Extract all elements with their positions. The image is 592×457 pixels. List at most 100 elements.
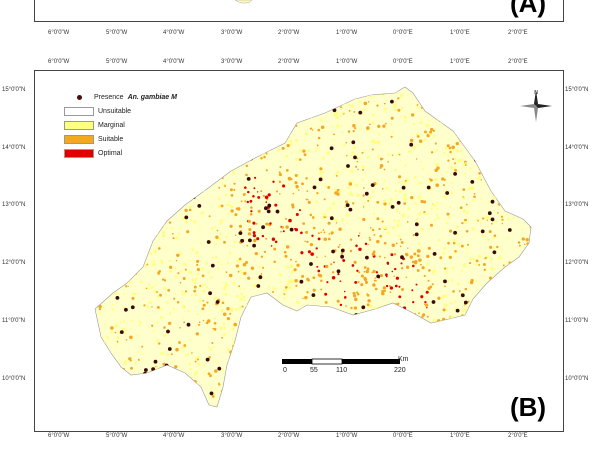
suitability-cell xyxy=(300,408,302,410)
presence-point xyxy=(154,392,159,397)
suitability-cell xyxy=(446,279,450,283)
left-lat-label: 14°0'0"N xyxy=(2,145,26,151)
suitability-cell xyxy=(215,235,219,239)
presence-point xyxy=(453,230,457,235)
suitability-cell xyxy=(410,195,414,200)
suitability-cell xyxy=(452,238,456,243)
suitability-cell xyxy=(196,259,200,263)
suitability-cell xyxy=(391,270,394,273)
suitability-cell xyxy=(195,105,199,109)
suitability-cell xyxy=(159,293,162,297)
suitability-cell xyxy=(98,160,102,164)
suitability-cell xyxy=(290,328,293,331)
suitability-cell xyxy=(397,144,400,146)
suitability-cell xyxy=(426,124,430,128)
suitability-cell xyxy=(348,182,353,186)
suitability-cell xyxy=(195,251,199,255)
suitability-cell xyxy=(462,209,467,213)
suitability-cell xyxy=(444,285,446,288)
presence-point xyxy=(167,347,172,351)
suitability-cell xyxy=(347,345,351,349)
suitability-cell xyxy=(201,274,205,278)
presence-point xyxy=(318,177,323,182)
suitability-cell xyxy=(110,330,114,334)
suitability-cell xyxy=(410,333,413,337)
suitability-cell xyxy=(436,162,439,166)
panel-a-lon-label: 4°0'0"W xyxy=(163,30,185,36)
suitability-cell xyxy=(296,92,299,95)
suitability-cell xyxy=(476,306,480,310)
suitability-cell xyxy=(282,329,285,332)
suitability-cell xyxy=(284,217,287,220)
suitability-cell xyxy=(102,365,105,368)
suitability-cell xyxy=(362,206,365,208)
suitability-cell xyxy=(265,353,268,356)
suitability-cell xyxy=(354,297,358,302)
suitability-cell xyxy=(153,249,157,254)
suitability-cell xyxy=(484,303,489,307)
suitability-cell xyxy=(475,135,478,138)
suitability-cell xyxy=(202,303,206,307)
suitability-cell xyxy=(114,363,118,367)
suitability-cell xyxy=(424,301,427,304)
suitability-cell xyxy=(230,308,234,313)
suitability-cell xyxy=(327,221,331,225)
suitability-cell xyxy=(178,108,182,112)
suitability-cell xyxy=(426,378,429,381)
suitability-cell xyxy=(139,321,142,324)
suitability-cell xyxy=(197,362,201,366)
suitability-cell xyxy=(241,345,245,348)
suitability-cell xyxy=(518,212,521,215)
suitability-cell xyxy=(508,384,511,386)
suitability-cell xyxy=(514,212,517,214)
suitability-cell xyxy=(168,259,171,263)
suitability-cell xyxy=(215,360,218,363)
suitability-cell xyxy=(112,292,115,295)
suitability-cell xyxy=(389,291,392,294)
suitability-cell xyxy=(495,304,497,306)
suitability-cell xyxy=(101,402,105,405)
suitability-cell xyxy=(421,95,423,98)
suitability-cell xyxy=(419,118,422,121)
suitability-cell xyxy=(423,303,426,305)
suitability-cell xyxy=(234,307,238,311)
suitability-cell xyxy=(447,241,450,245)
suitability-cell xyxy=(311,216,315,219)
panel-b-bottom-lon-label: 6°0'0"W xyxy=(48,433,70,439)
suitability-cell xyxy=(231,146,235,150)
suitability-cell xyxy=(230,390,234,394)
suitability-cell xyxy=(207,319,211,323)
suitability-cell xyxy=(195,181,198,184)
suitability-cell xyxy=(151,285,155,289)
suitability-cell xyxy=(103,340,107,344)
suitability-cell xyxy=(252,221,256,225)
suitability-cell xyxy=(95,384,96,387)
suitability-cell xyxy=(240,271,244,275)
suitability-cell xyxy=(274,98,277,102)
suitability-cell xyxy=(139,249,143,254)
suitability-cell xyxy=(106,335,109,339)
suitability-cell xyxy=(294,174,298,177)
suitability-cell xyxy=(431,323,434,326)
suitability-cell xyxy=(232,102,235,104)
suitability-cell xyxy=(151,306,153,308)
panel-b-top-lon-label: 2°0'0"W xyxy=(278,59,300,65)
suitability-cell xyxy=(285,225,289,229)
suitability-cell xyxy=(531,332,533,334)
suitability-cell xyxy=(408,328,412,333)
suitability-cell xyxy=(467,138,471,142)
suitability-cell xyxy=(101,387,104,390)
suitability-cell xyxy=(502,172,506,176)
suitability-cell xyxy=(410,405,413,407)
suitability-cell xyxy=(427,396,430,400)
suitability-cell xyxy=(491,222,493,225)
suitability-cell xyxy=(316,265,319,268)
suitability-cell xyxy=(137,350,140,353)
suitability-cell xyxy=(407,215,410,218)
suitability-cell xyxy=(306,277,310,281)
suitability-cell xyxy=(363,270,366,273)
suitability-cell xyxy=(226,387,231,392)
suitability-cell xyxy=(254,282,257,284)
suitability-cell xyxy=(509,325,513,329)
suitability-cell xyxy=(406,339,409,343)
